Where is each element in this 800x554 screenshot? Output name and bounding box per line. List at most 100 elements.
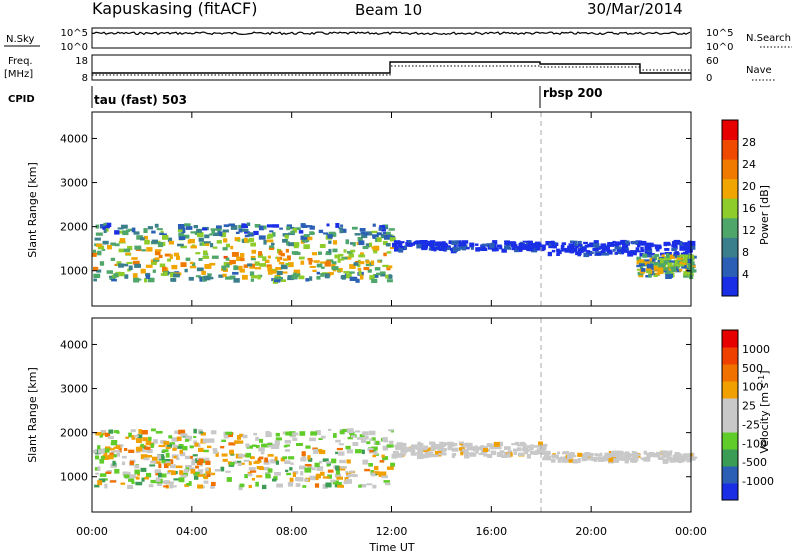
scatter-cell	[318, 449, 326, 455]
scatter-cell	[657, 259, 662, 264]
scatter-cell	[480, 445, 484, 448]
scatter-cell	[97, 466, 101, 471]
scatter-cell	[376, 272, 382, 276]
scatter-cell	[390, 462, 395, 467]
scatter-cell	[113, 273, 119, 278]
scatter-cell	[320, 471, 325, 476]
scatter-cell	[275, 432, 280, 437]
colorbar-tick-label: -100	[742, 437, 767, 450]
scatter-cell	[307, 455, 311, 460]
scatter-cell	[372, 223, 376, 227]
scatter-cell	[637, 244, 641, 248]
scatter-cell	[218, 231, 223, 237]
scatter-cell	[184, 484, 190, 487]
scatter-cell	[547, 251, 552, 257]
scatter-cell	[367, 447, 374, 451]
scatter-cell	[678, 241, 683, 246]
scatter-cell	[122, 230, 129, 236]
scatter-cell	[661, 454, 668, 458]
scatter-cell	[460, 451, 464, 456]
scatter-cell	[388, 228, 395, 231]
scatter-cell	[674, 263, 680, 267]
scatter-cell	[251, 478, 255, 481]
scatter-cell	[135, 450, 141, 454]
scatter-cell	[436, 241, 442, 246]
scatter-cell	[326, 223, 330, 227]
scatter-cell	[488, 243, 495, 249]
scatter-cell	[333, 433, 337, 438]
scatter-cell	[173, 252, 179, 257]
scatter-cell	[357, 268, 362, 271]
scatter-cell	[230, 245, 234, 250]
scatter-cell	[319, 466, 324, 469]
scatter-cell	[321, 266, 325, 269]
scatter-cell	[325, 253, 332, 256]
scatter-cell	[128, 228, 133, 232]
scatter-cell	[631, 240, 639, 245]
scatter-cell	[309, 225, 315, 230]
scatter-cell	[421, 246, 428, 251]
scatter-cell	[352, 242, 356, 247]
scatter-cell	[184, 438, 190, 442]
scatter-cell	[255, 481, 259, 487]
scatter-cell	[118, 447, 122, 453]
scatter-cell	[622, 248, 628, 253]
scatter-cell	[274, 472, 281, 476]
scatter-cell	[148, 484, 154, 488]
scatter-cell	[530, 444, 534, 447]
scatter-cell	[646, 254, 652, 258]
scatter-cell	[230, 225, 238, 230]
power-scatter	[92, 222, 697, 284]
scatter-cell	[455, 240, 462, 245]
colorbar-segment	[722, 217, 738, 238]
scatter-cell	[210, 485, 215, 489]
scatter-cell	[631, 458, 637, 463]
scatter-cell	[325, 461, 331, 464]
scatter-cell	[660, 252, 665, 256]
nave-tick-bottom: 0	[706, 73, 712, 84]
scatter-cell	[276, 483, 283, 488]
scatter-cell	[104, 225, 110, 229]
scatter-cell	[392, 450, 399, 454]
scatter-cell	[690, 265, 696, 268]
scatter-cell	[551, 458, 556, 463]
scatter-cell	[371, 278, 378, 283]
scatter-cell	[266, 264, 272, 268]
scatter-cell	[110, 463, 117, 468]
nave-label: Nave	[746, 65, 772, 76]
scatter-cell	[599, 246, 604, 250]
scatter-cell	[134, 464, 140, 469]
scatter-cell	[235, 231, 240, 234]
scatter-cell	[165, 452, 170, 458]
y-tick-label: 1000	[60, 265, 88, 278]
scatter-cell	[148, 436, 152, 441]
scatter-cell	[346, 273, 352, 279]
scatter-cell	[320, 273, 325, 277]
scatter-cell	[458, 240, 462, 245]
scatter-cell	[337, 451, 345, 456]
scatter-cell	[145, 274, 151, 279]
scatter-cell	[145, 264, 153, 268]
scatter-cell	[354, 233, 361, 236]
scatter-cell	[151, 456, 158, 461]
scatter-cell	[292, 228, 297, 232]
scatter-cell	[204, 234, 210, 239]
scatter-cell	[683, 251, 688, 255]
scatter-cell	[215, 452, 219, 457]
scatter-cell	[531, 248, 538, 253]
scatter-cell	[288, 262, 294, 268]
scatter-cell	[636, 268, 642, 271]
scatter-cell	[216, 240, 222, 244]
scatter-cell	[274, 444, 280, 449]
scatter-cell	[511, 242, 516, 248]
scatter-cell	[670, 254, 674, 259]
power-y-ticks: 1000 2000 3000 4000	[60, 132, 691, 278]
scatter-cell	[655, 247, 660, 252]
scatter-cell	[143, 457, 150, 461]
scatter-cell	[206, 445, 212, 449]
scatter-cell	[667, 243, 671, 246]
scatter-cell	[385, 231, 391, 235]
scatter-cell	[574, 240, 578, 244]
scatter-cell	[267, 233, 273, 239]
scatter-cell	[242, 274, 248, 280]
